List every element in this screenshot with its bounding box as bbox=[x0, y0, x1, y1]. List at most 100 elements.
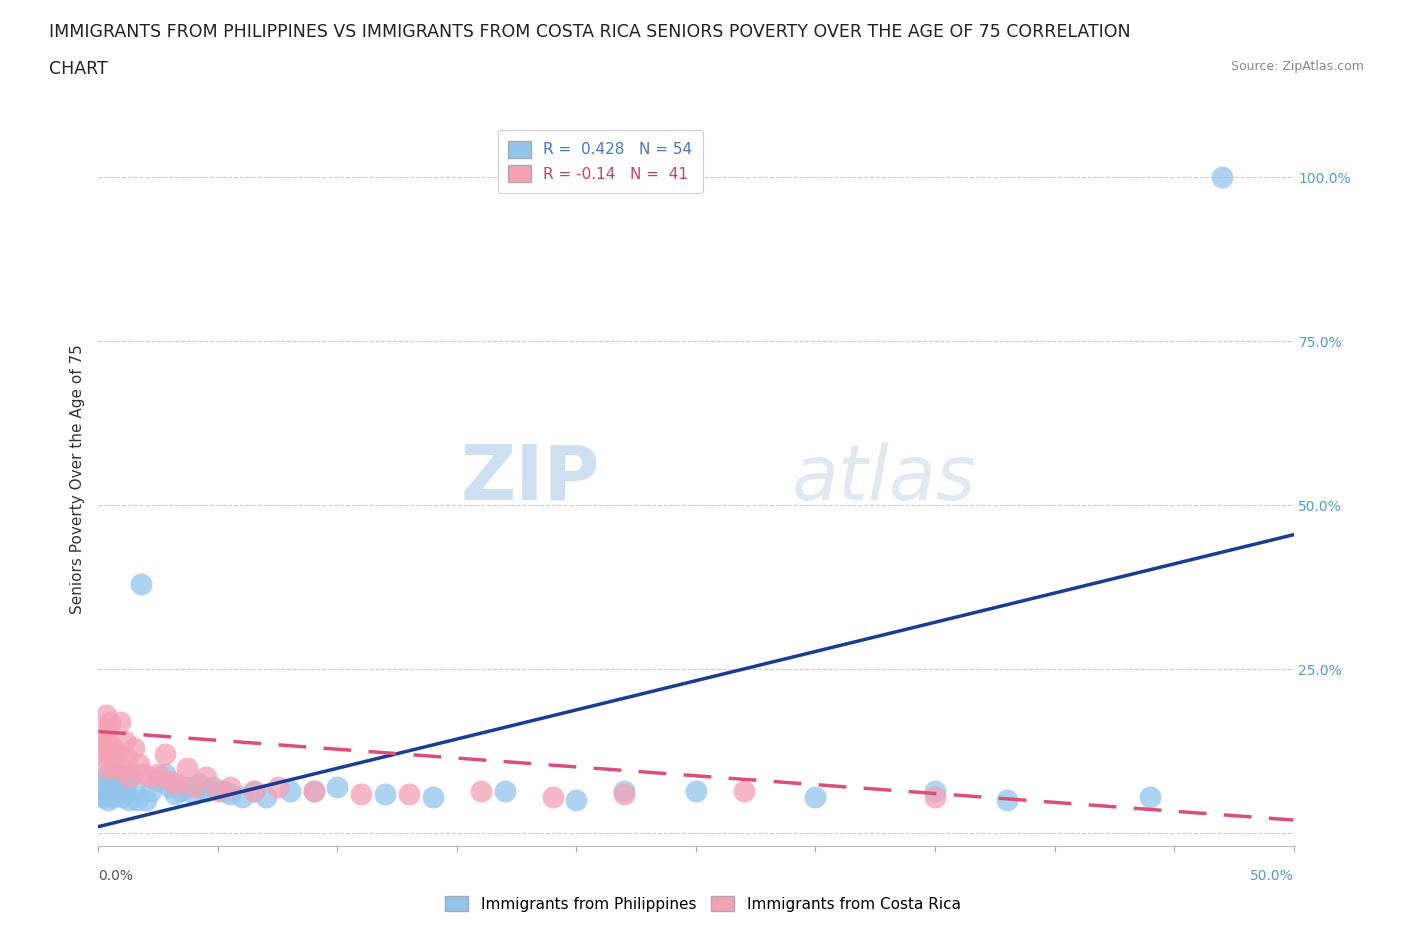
Point bbox=[278, 783, 301, 798]
Text: IMMIGRANTS FROM PHILIPPINES VS IMMIGRANTS FROM COSTA RICA SENIORS POVERTY OVER T: IMMIGRANTS FROM PHILIPPINES VS IMMIGRANT… bbox=[49, 23, 1130, 41]
Point bbox=[101, 790, 124, 804]
Point bbox=[207, 783, 229, 798]
Point bbox=[159, 780, 181, 795]
Point bbox=[98, 780, 122, 795]
Text: CHART: CHART bbox=[49, 60, 108, 78]
Point bbox=[166, 777, 188, 791]
Point bbox=[169, 783, 191, 798]
Point bbox=[101, 751, 124, 765]
Point bbox=[125, 793, 148, 808]
Point bbox=[148, 773, 170, 788]
Point bbox=[104, 783, 127, 798]
Point bbox=[131, 577, 153, 591]
Point bbox=[924, 790, 946, 804]
Point bbox=[107, 747, 129, 762]
Point bbox=[163, 787, 186, 802]
Legend: R =  0.428   N = 54, R = -0.14   N =  41: R = 0.428 N = 54, R = -0.14 N = 41 bbox=[498, 130, 703, 193]
Point bbox=[98, 714, 122, 729]
Point bbox=[111, 760, 134, 775]
Point bbox=[494, 783, 516, 798]
Point bbox=[219, 780, 242, 795]
Point bbox=[111, 790, 134, 804]
Point bbox=[924, 783, 946, 798]
Point bbox=[104, 766, 127, 781]
Point bbox=[94, 760, 117, 775]
Point bbox=[135, 793, 157, 808]
Y-axis label: Seniors Poverty Over the Age of 75: Seniors Poverty Over the Age of 75 bbox=[69, 344, 84, 614]
Text: ZIP: ZIP bbox=[461, 442, 600, 516]
Point bbox=[91, 790, 114, 804]
Point bbox=[97, 721, 120, 736]
Point bbox=[254, 790, 277, 804]
Point bbox=[302, 783, 325, 798]
Point bbox=[115, 773, 138, 788]
Point bbox=[541, 790, 564, 804]
Point bbox=[267, 780, 290, 795]
Text: 50.0%: 50.0% bbox=[1250, 870, 1294, 884]
Point bbox=[121, 766, 143, 781]
Point bbox=[114, 783, 136, 798]
Point bbox=[422, 790, 444, 804]
Point bbox=[613, 787, 636, 802]
Point bbox=[124, 740, 146, 755]
Point bbox=[114, 734, 136, 749]
Text: 0.0%: 0.0% bbox=[98, 870, 134, 884]
Point bbox=[202, 780, 225, 795]
Point bbox=[91, 780, 114, 795]
Point bbox=[108, 787, 131, 802]
Point bbox=[139, 770, 162, 785]
Point bbox=[97, 766, 120, 781]
Text: Source: ZipAtlas.com: Source: ZipAtlas.com bbox=[1230, 60, 1364, 73]
Point bbox=[101, 773, 124, 788]
Point bbox=[565, 793, 588, 808]
Point bbox=[139, 783, 162, 798]
Point bbox=[183, 780, 205, 795]
Point bbox=[108, 714, 131, 729]
Point bbox=[326, 780, 349, 795]
Point bbox=[995, 793, 1018, 808]
Point bbox=[231, 790, 253, 804]
Point bbox=[91, 740, 114, 755]
Point bbox=[97, 734, 120, 749]
Point bbox=[94, 708, 117, 723]
Point bbox=[90, 747, 112, 762]
Point bbox=[155, 747, 177, 762]
Point bbox=[104, 760, 127, 775]
Point bbox=[111, 777, 134, 791]
Point bbox=[107, 780, 129, 795]
Point bbox=[94, 773, 117, 788]
Text: atlas: atlas bbox=[792, 442, 976, 516]
Legend: Immigrants from Philippines, Immigrants from Costa Rica: Immigrants from Philippines, Immigrants … bbox=[439, 889, 967, 918]
Point bbox=[733, 783, 755, 798]
Point bbox=[398, 787, 420, 802]
Point bbox=[613, 783, 636, 798]
Point bbox=[115, 751, 138, 765]
Point bbox=[118, 793, 141, 808]
Point bbox=[132, 766, 155, 781]
Point bbox=[1211, 170, 1233, 185]
Point bbox=[98, 787, 122, 802]
Point bbox=[374, 787, 396, 802]
Point bbox=[118, 770, 141, 785]
Point bbox=[91, 727, 114, 742]
Point bbox=[176, 780, 198, 795]
Point bbox=[195, 783, 218, 798]
Point bbox=[302, 783, 325, 798]
Point bbox=[155, 766, 177, 781]
Point bbox=[183, 787, 205, 802]
Point bbox=[350, 787, 373, 802]
Point bbox=[1139, 790, 1161, 804]
Point bbox=[243, 783, 266, 798]
Point bbox=[128, 757, 150, 772]
Point bbox=[195, 770, 218, 785]
Point bbox=[94, 787, 117, 802]
Point bbox=[211, 783, 233, 798]
Point bbox=[101, 740, 124, 755]
Point bbox=[124, 780, 146, 795]
Point bbox=[176, 760, 198, 775]
Point bbox=[97, 793, 120, 808]
Point bbox=[219, 787, 242, 802]
Point bbox=[470, 783, 492, 798]
Point bbox=[804, 790, 827, 804]
Point bbox=[685, 783, 707, 798]
